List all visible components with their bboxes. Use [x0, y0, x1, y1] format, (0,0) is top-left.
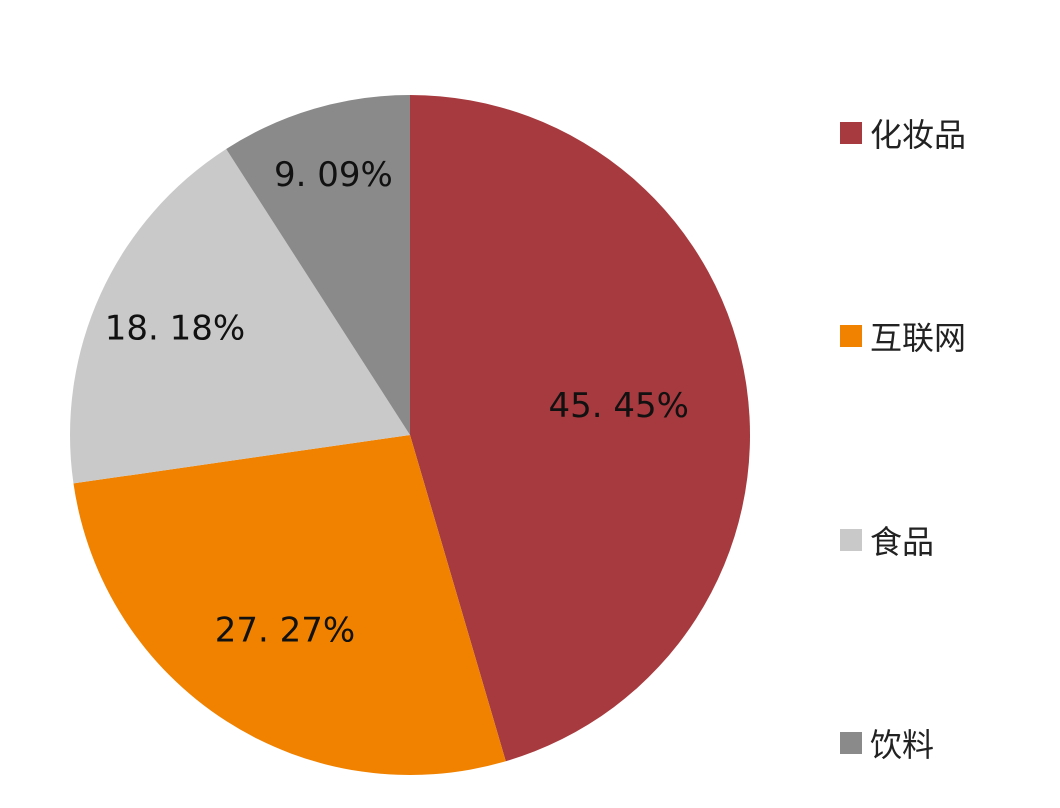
legend-label: 食品 — [870, 522, 935, 561]
legend-item-3: 饮料 — [840, 722, 966, 764]
pie-slice-1 — [73, 435, 506, 776]
legend-item-1: 互联网 — [840, 315, 966, 357]
legend-swatch-icon — [840, 325, 862, 348]
slice-label-2: 18. 18% — [105, 309, 245, 349]
legend: 化妆品互联网食品饮料 — [840, 112, 966, 764]
pie-slice-0 — [410, 95, 751, 762]
legend-label: 化妆品 — [870, 116, 967, 154]
pie-slice-3 — [226, 95, 410, 435]
legend-item-0: 化妆品 — [840, 112, 966, 154]
pie-slice-2 — [69, 148, 410, 484]
legend-swatch-icon — [840, 122, 862, 144]
legend-swatch-icon — [840, 528, 862, 551]
legend-label: 互联网 — [870, 319, 967, 358]
slice-label-1: 27. 27% — [215, 611, 355, 651]
slice-label-0: 45. 45% — [548, 386, 688, 426]
legend-label: 饮料 — [870, 725, 935, 764]
legend-swatch-icon — [840, 731, 862, 754]
slice-label-3: 9. 09% — [274, 155, 393, 195]
legend-item-2: 食品 — [840, 519, 966, 561]
